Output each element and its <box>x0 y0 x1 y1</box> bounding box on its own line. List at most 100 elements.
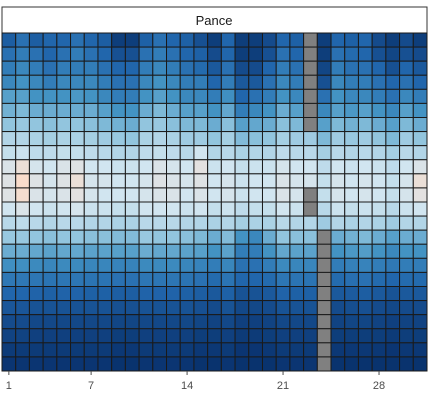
heatmap-cell <box>1 131 17 147</box>
heatmap-cell <box>138 88 154 104</box>
heatmap-cell <box>303 187 318 203</box>
heatmap-cell <box>385 102 401 118</box>
heatmap-cell <box>15 173 30 189</box>
heatmap-cell <box>138 215 154 231</box>
heatmap-cell <box>193 201 209 217</box>
heatmap-cell <box>289 314 305 330</box>
heatmap-cell <box>330 257 346 273</box>
heatmap-cell <box>275 257 291 273</box>
heatmap-cell <box>234 201 250 217</box>
heatmap-cell <box>193 88 209 104</box>
heatmap-cell <box>412 286 428 302</box>
heatmap-cell <box>152 201 168 217</box>
heatmap-cell <box>179 74 195 90</box>
heatmap-cell <box>234 102 250 118</box>
heatmap-cell <box>248 243 263 259</box>
heatmap-cell <box>152 356 168 372</box>
heatmap-cell <box>138 201 154 217</box>
heatmap-cell <box>166 215 181 231</box>
heatmap-cell <box>412 173 428 189</box>
heatmap-cell <box>248 117 263 133</box>
heatmap-cell <box>207 229 222 245</box>
heatmap-cell <box>97 356 113 372</box>
heatmap-cell <box>97 286 113 302</box>
heatmap-cell <box>234 117 250 133</box>
heatmap-cell <box>56 46 72 62</box>
heatmap-cell <box>234 342 250 358</box>
heatmap-cell <box>289 286 305 302</box>
heatmap-cell <box>111 243 126 259</box>
heatmap-cell <box>1 300 17 316</box>
heatmap-cell <box>303 356 318 372</box>
heatmap-cell <box>70 215 85 231</box>
heatmap-cell <box>166 271 181 288</box>
heatmap-cell <box>15 314 30 330</box>
heatmap-cell <box>316 243 332 259</box>
heatmap-cell <box>166 102 181 118</box>
heatmap-cell <box>56 356 72 372</box>
heatmap-cell <box>111 356 126 372</box>
heatmap-cell <box>124 328 140 344</box>
heatmap-cell <box>193 286 209 302</box>
heatmap-cell <box>124 300 140 316</box>
heatmap-cell <box>179 271 195 288</box>
heatmap-cell <box>83 229 99 245</box>
heatmap-cell <box>303 173 318 189</box>
heatmap-cell <box>248 145 263 161</box>
heatmap-cell <box>207 286 222 302</box>
heatmap-cell <box>28 201 44 217</box>
heatmap-cell <box>56 215 72 231</box>
heatmap-cell <box>289 74 305 90</box>
heatmap-cell <box>412 117 428 133</box>
heatmap-cell <box>344 356 359 372</box>
heatmap-cell <box>357 229 373 245</box>
heatmap-cell <box>220 328 236 344</box>
heatmap-cell <box>179 243 195 259</box>
heatmap-cell <box>152 215 168 231</box>
heatmap-cell <box>412 300 428 316</box>
heatmap-cell <box>1 356 17 372</box>
heatmap-cell <box>70 300 85 316</box>
heatmap-cell <box>303 102 318 118</box>
heatmap-cell <box>248 187 263 203</box>
heatmap-cell <box>303 215 318 231</box>
heatmap-cell <box>70 271 85 288</box>
heatmap-cell <box>371 342 387 358</box>
heatmap-cell <box>193 328 209 344</box>
heatmap-cell <box>344 46 359 62</box>
heatmap-cell <box>1 201 17 217</box>
heatmap-cell <box>42 187 58 203</box>
heatmap-cell <box>138 117 154 133</box>
heatmap-cell <box>412 215 428 231</box>
heatmap-cell <box>28 88 44 104</box>
heatmap-cell <box>70 60 85 76</box>
heatmap-cell <box>385 74 401 90</box>
heatmap-cell <box>97 271 113 288</box>
heatmap-cell <box>344 342 359 358</box>
heatmap-cell <box>344 271 359 288</box>
heatmap-cell <box>56 328 72 344</box>
heatmap-cell <box>399 173 414 189</box>
heatmap-cell <box>330 159 346 175</box>
heatmap-cell <box>42 117 58 133</box>
heatmap-cell <box>207 173 222 189</box>
heatmap-cell <box>357 187 373 203</box>
heatmap-cell <box>15 187 30 203</box>
heatmap-cell <box>1 286 17 302</box>
heatmap-cell <box>234 300 250 316</box>
heatmap-cell <box>166 286 181 302</box>
heatmap-cell <box>289 131 305 147</box>
heatmap-cell <box>15 356 30 372</box>
heatmap-cell <box>220 145 236 161</box>
heatmap-cell <box>193 271 209 288</box>
heatmap-cell <box>179 328 195 344</box>
heatmap-cell <box>28 243 44 259</box>
heatmap-cell <box>124 286 140 302</box>
heatmap-cell <box>344 145 359 161</box>
heatmap-cell <box>385 215 401 231</box>
heatmap-cell <box>275 60 291 76</box>
heatmap-cell <box>179 117 195 133</box>
heatmap-cell <box>412 32 428 48</box>
heatmap-cell <box>1 229 17 245</box>
heatmap-cell <box>344 60 359 76</box>
